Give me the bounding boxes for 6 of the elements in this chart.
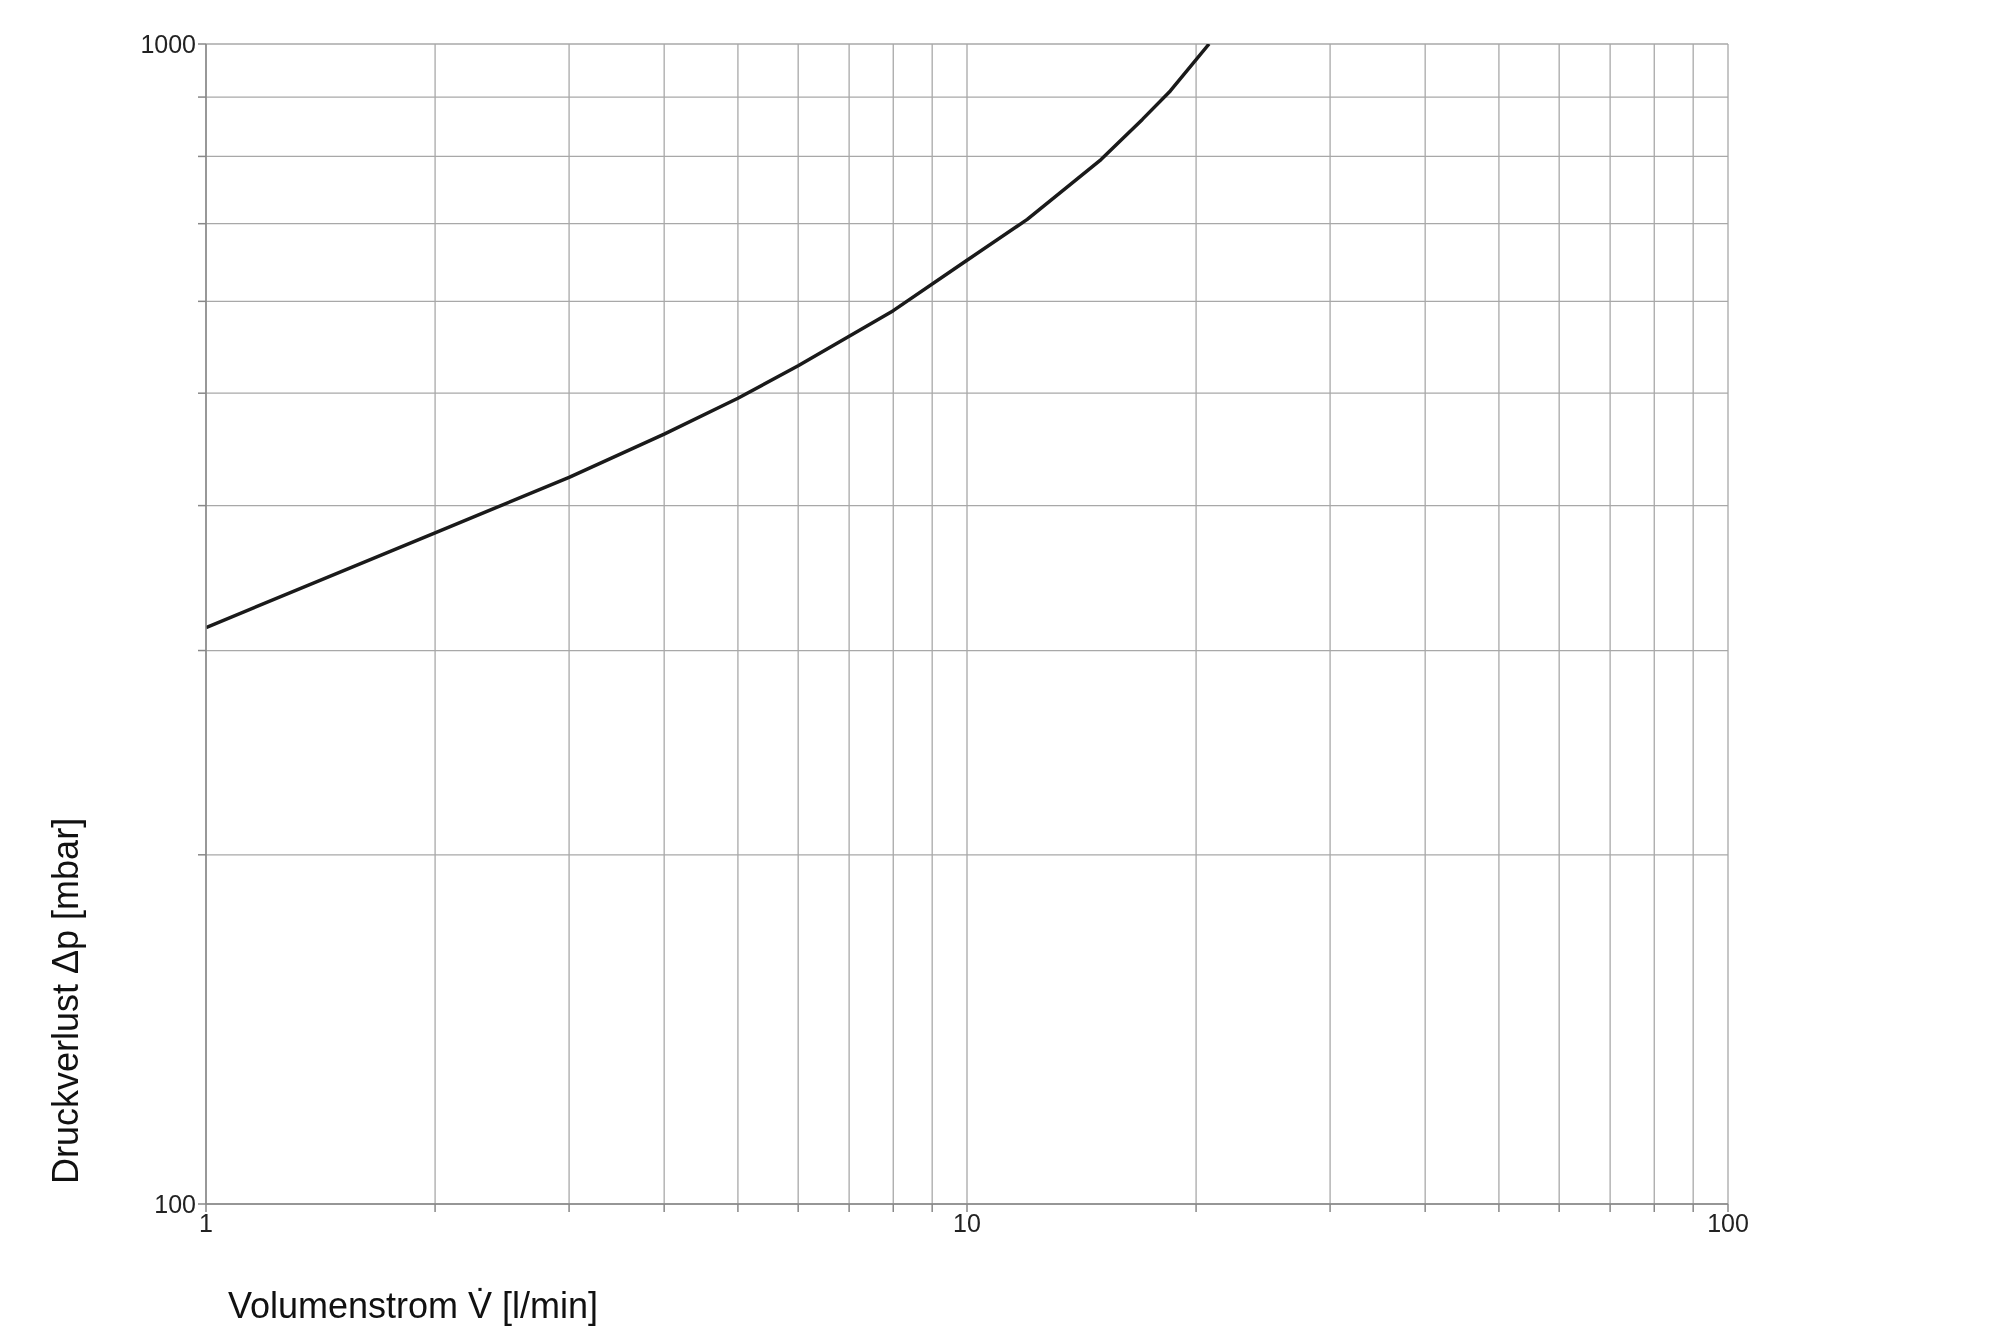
x-tick-label: 100 xyxy=(1707,1208,1749,1237)
x-tick-label: 1 xyxy=(199,1208,213,1237)
y-tick-label: 1000 xyxy=(140,29,196,58)
x-axis-title: Volumenstrom V̇ [l/min] xyxy=(228,1285,599,1326)
x-tick-label: 10 xyxy=(953,1208,981,1237)
y-axis-title: Druckverlust Δp [mbar] xyxy=(45,817,86,1184)
